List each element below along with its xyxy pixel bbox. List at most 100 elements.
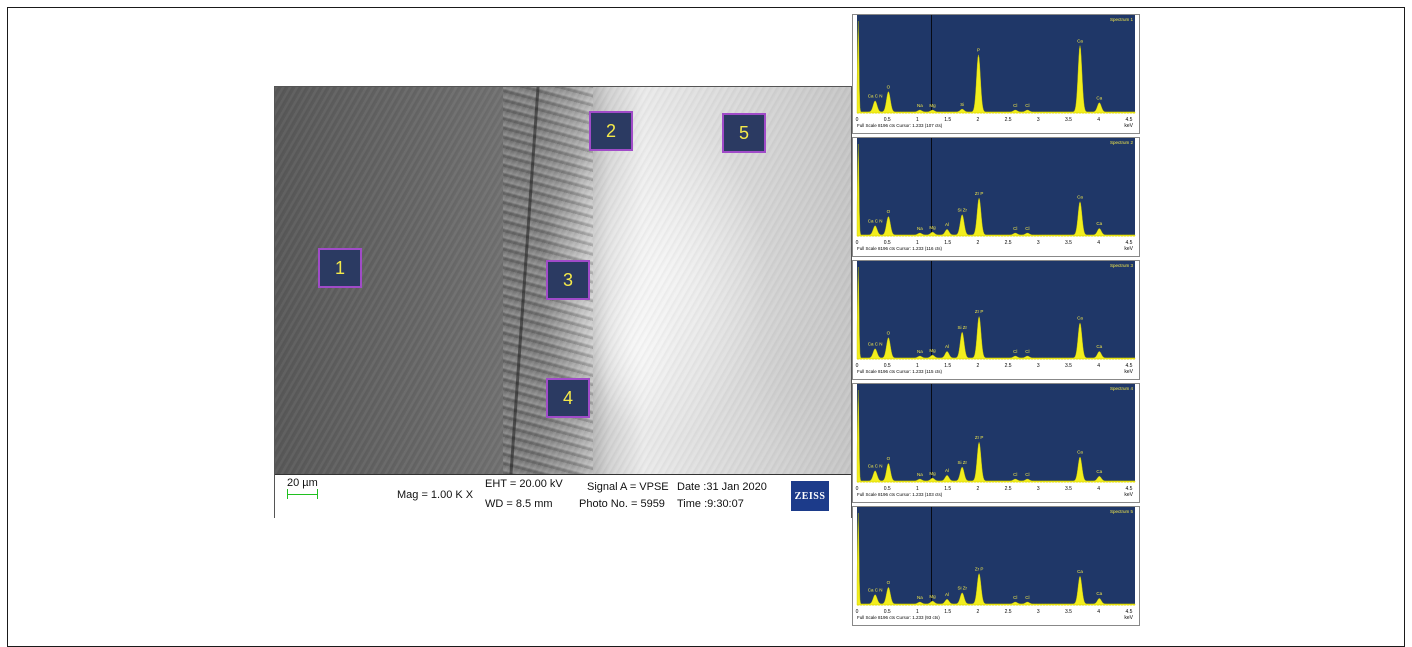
eds-spectrum-3: Ca C N O Na Mg Al Si Zr Zr P Cl Cl Ca Ca Spectrum 3…: [852, 260, 1140, 380]
spectrum-trace: [856, 389, 1136, 483]
x-tick-label: 2.5: [1005, 363, 1012, 369]
peak-label: Ca C N: [868, 341, 883, 346]
peak-label: Si Zr: [957, 207, 967, 212]
plot-area: [857, 384, 1135, 482]
peak-label: Ca: [1096, 95, 1102, 100]
peak-label: Cl: [1013, 472, 1017, 477]
spectrum-footer: Full Scale 8196 cts Cursor: 1.233 (107 c…: [857, 123, 943, 128]
peak-label: O: [887, 580, 891, 585]
peak-label: O: [887, 209, 891, 214]
peak-label: Ca: [1096, 221, 1102, 226]
peak-label: Ca: [1096, 469, 1102, 474]
spectrum-title: Spectrum 5: [1110, 509, 1134, 514]
peak-label: Ca C N: [868, 94, 883, 99]
peak-label: Ca: [1077, 38, 1083, 43]
spectrum-title: Spectrum 1: [1110, 17, 1134, 22]
x-tick-label: 4: [1097, 609, 1100, 615]
sem-micrograph: 1 2 3 4 5 20 µm Mag = 1.00 K X EHT = 20.…: [274, 86, 852, 518]
peak-label: Cl: [1013, 595, 1017, 600]
x-tick-label: 1: [916, 240, 919, 246]
x-tick-label: 4: [1097, 486, 1100, 492]
peak-label: Ca C N: [868, 218, 883, 223]
x-tick-label: 0.5: [884, 117, 891, 123]
spectrum-svg-5: Ca C N O Na Mg Al Si Zr Zr P Cl Cl Ca Ca Spectrum 5…: [853, 507, 1139, 625]
x-axis-label: keV: [1124, 615, 1133, 621]
x-tick-label: 0.5: [884, 363, 891, 369]
x-axis-label: keV: [1124, 369, 1133, 375]
x-tick-label: 3: [1037, 609, 1040, 615]
spectrum-footer: Full Scale 8196 cts Cursor: 1.233 (93 ct…: [857, 615, 940, 620]
x-tick-label: 4: [1097, 240, 1100, 246]
x-tick-label: 0.5: [884, 609, 891, 615]
eds-spectrum-5: Ca C N O Na Mg Al Si Zr Zr P Cl Cl Ca Ca Spectrum 5…: [852, 506, 1140, 626]
peak-label: Si Zr: [957, 325, 967, 330]
plot-area: [857, 261, 1135, 359]
plot-area: [857, 138, 1135, 236]
x-tick-label: 1: [916, 363, 919, 369]
scale-bar-label: 20 µm: [287, 477, 318, 489]
spectrum-svg-2: Ca C N O Na Mg Al Si Zr Zr P Cl Cl Ca Ca Spectrum 2…: [853, 138, 1139, 256]
peak-label: Na: [917, 103, 923, 108]
scale-bar-tick-right: [317, 489, 318, 499]
zeiss-logo: ZEISS: [791, 481, 829, 511]
peak-label: Zr P: [975, 191, 984, 196]
peak-label: Cl: [1013, 349, 1017, 354]
peak-label: Zr P: [975, 566, 984, 571]
x-tick-label: 4: [1097, 117, 1100, 123]
x-tick-label: 4.5: [1126, 486, 1133, 492]
eds-spectrum-1: Ca C N O Na Mg Si P Cl Cl Ca Ca Spectrum 1 0 0.5 1 1.5…: [852, 14, 1140, 134]
spectrum-title: Spectrum 2: [1110, 140, 1134, 145]
peak-label: Cl: [1025, 226, 1029, 231]
acquisition-date: Date :31 Jan 2020: [677, 481, 767, 493]
spectrum-trace: [856, 512, 1136, 606]
x-tick-label: 3: [1037, 486, 1040, 492]
x-tick-label: 2: [977, 240, 980, 246]
x-tick-label: 4.5: [1126, 240, 1133, 246]
peak-label: Ca: [1096, 344, 1102, 349]
region-marker-4: 4: [546, 378, 590, 418]
x-tick-label: 3.5: [1065, 240, 1072, 246]
peak-label: Ca: [1077, 450, 1083, 455]
eht-value: EHT = 20.00 kV: [485, 478, 563, 490]
eds-spectrum-2: Ca C N O Na Mg Al Si Zr Zr P Cl Cl Ca Ca Spectrum 2…: [852, 137, 1140, 257]
x-axis-label: keV: [1124, 246, 1133, 252]
spectrum-trace: [856, 266, 1136, 360]
peak-label: Ca: [1077, 569, 1083, 574]
peak-label: Si: [960, 102, 964, 107]
peak-label: Cl: [1025, 103, 1029, 108]
x-tick-label: 0.5: [884, 486, 891, 492]
x-axis-label: keV: [1124, 492, 1133, 498]
peak-label: Na: [917, 595, 923, 600]
peak-label: Cl: [1013, 226, 1017, 231]
peak-label: Zr P: [975, 435, 984, 440]
x-axis-label: keV: [1124, 123, 1133, 129]
x-tick-label: 1: [916, 609, 919, 615]
eds-spectrum-4: Ca C N O Na Mg Al Si Zr Zr P Cl Cl Ca Ca Spectrum 4…: [852, 383, 1140, 503]
peak-label: Mg: [929, 348, 936, 353]
peak-label: Al: [945, 468, 949, 473]
signal-value: Signal A = VPSE: [587, 481, 669, 493]
spectrum-footer: Full Scale 8196 cts Cursor: 1.233 (103 c…: [857, 492, 943, 497]
scale-bar-tick-left: [287, 489, 288, 499]
region-marker-2: 2: [589, 111, 633, 151]
spectrum-title: Spectrum 3: [1110, 263, 1134, 268]
x-tick-label: 0: [856, 486, 859, 492]
peak-label: Si Zr: [957, 586, 967, 591]
x-tick-label: 4.5: [1126, 609, 1133, 615]
x-tick-label: 2.5: [1005, 609, 1012, 615]
x-tick-label: 1.5: [944, 240, 951, 246]
spectrum-svg-3: Ca C N O Na Mg Al Si Zr Zr P Cl Cl Ca Ca Spectrum 3…: [853, 261, 1139, 379]
x-tick-label: 1: [916, 486, 919, 492]
working-distance: WD = 8.5 mm: [485, 498, 553, 510]
x-tick-label: 3: [1037, 117, 1040, 123]
peak-label: O: [887, 84, 891, 89]
peak-label: Al: [945, 344, 949, 349]
plot-area: [857, 507, 1135, 605]
x-tick-label: 3: [1037, 363, 1040, 369]
x-tick-label: 0: [856, 609, 859, 615]
peak-label: O: [887, 330, 891, 335]
spectrum-footer: Full Scale 8196 cts Cursor: 1.233 (115 c…: [857, 369, 942, 374]
x-tick-label: 4.5: [1126, 363, 1133, 369]
sem-info-bar: 20 µm Mag = 1.00 K X EHT = 20.00 kV WD =…: [275, 474, 851, 518]
x-tick-label: 1.5: [944, 117, 951, 123]
